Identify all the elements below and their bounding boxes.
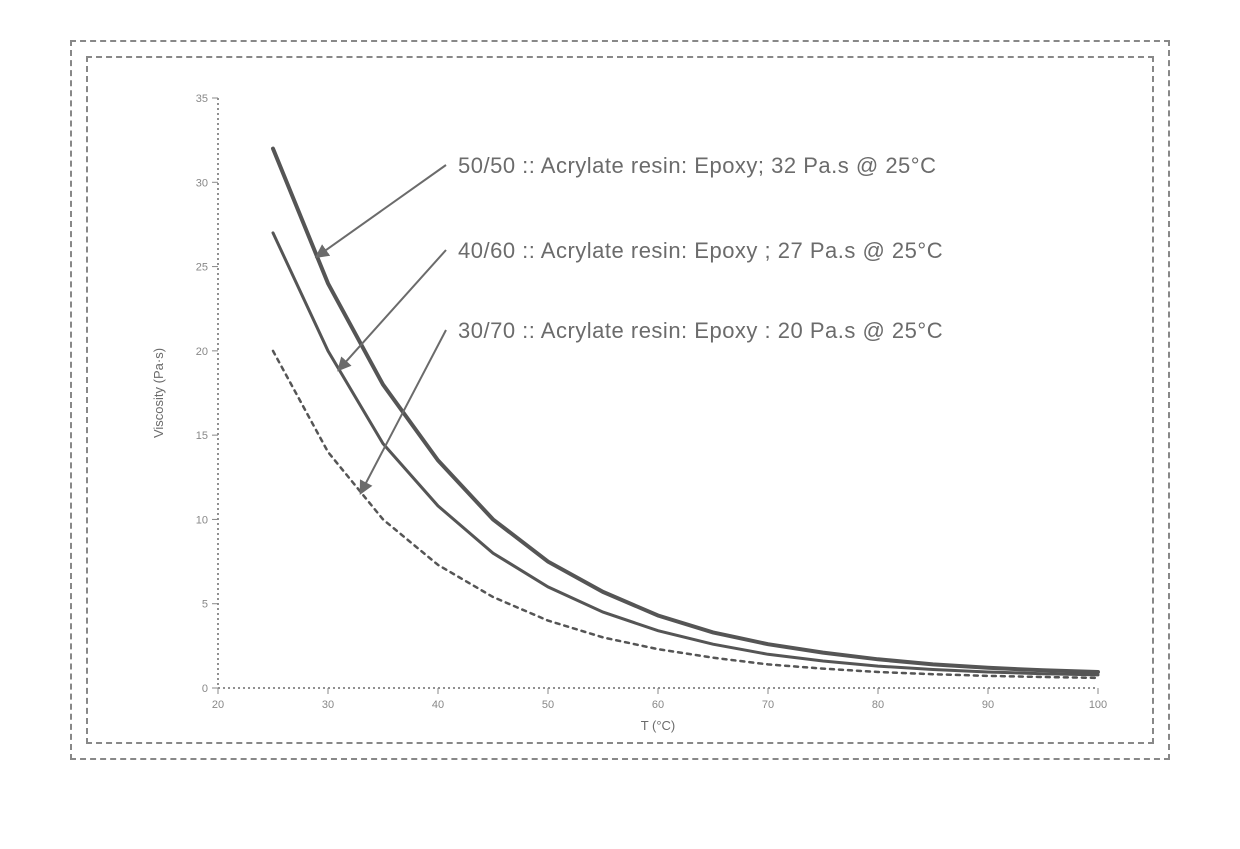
svg-text:30: 30 <box>196 177 208 189</box>
svg-text:35: 35 <box>196 93 208 105</box>
svg-text:80: 80 <box>872 699 884 711</box>
svg-text:15: 15 <box>196 430 208 442</box>
svg-text:20: 20 <box>196 346 208 358</box>
svg-text:T (°C): T (°C) <box>641 718 676 733</box>
figure-outer-frame: 20 30 40 50 60 70 80 90 100 0 5 10 15 20 25 30 35 T (°C) V… <box>70 40 1170 760</box>
svg-text:100: 100 <box>1089 699 1107 711</box>
svg-text:90: 90 <box>982 699 994 711</box>
svg-text:25: 25 <box>196 262 208 274</box>
svg-text:30: 30 <box>322 699 334 711</box>
svg-text:5: 5 <box>202 599 208 611</box>
svg-text:70: 70 <box>762 699 774 711</box>
svg-text:0: 0 <box>202 683 208 695</box>
svg-text:50: 50 <box>542 699 554 711</box>
svg-text:60: 60 <box>652 699 664 711</box>
svg-text:10: 10 <box>196 514 208 526</box>
svg-text:40: 40 <box>432 699 444 711</box>
figure-inner-frame: 20 30 40 50 60 70 80 90 100 0 5 10 15 20 25 30 35 T (°C) V… <box>86 56 1154 744</box>
svg-text:Viscosity (Pa·s): Viscosity (Pa·s) <box>151 348 166 438</box>
svg-text:20: 20 <box>212 699 224 711</box>
annotation-40-60: 40/60 :: Acrylate resin: Epoxy ; 27 Pa.s… <box>458 238 943 264</box>
annotation-30-70: 30/70 :: Acrylate resin: Epoxy : 20 Pa.s… <box>458 318 943 344</box>
annotation-50-50: 50/50 :: Acrylate resin: Epoxy; 32 Pa.s … <box>458 153 936 179</box>
